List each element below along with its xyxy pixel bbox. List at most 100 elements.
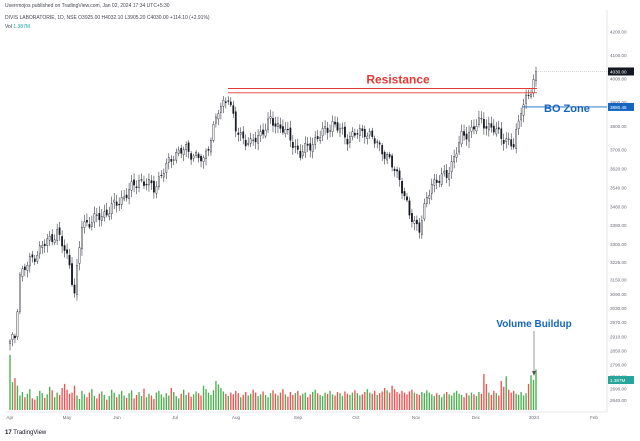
candle [309, 136, 312, 158]
volume-bar [512, 390, 515, 410]
volume-bar [418, 394, 421, 410]
candle [433, 173, 436, 193]
volume-bar [428, 392, 430, 410]
last-price-tag [608, 67, 634, 76]
volume-bar [423, 393, 426, 410]
candle-body [217, 113, 220, 120]
candle [296, 138, 299, 155]
candle [393, 166, 396, 177]
y-tick-label: 4100.00 [610, 53, 627, 58]
candle-body [344, 126, 346, 138]
candle-body [195, 152, 197, 156]
volume-bar [297, 390, 299, 410]
volume-tag [608, 376, 634, 384]
candle-body [386, 154, 389, 161]
candle [81, 220, 83, 256]
candle-body [51, 234, 54, 242]
candle-body [118, 204, 121, 206]
candle-body [190, 153, 193, 160]
volume-bar [71, 392, 73, 410]
volume-bar [103, 394, 105, 410]
candle [224, 97, 227, 109]
candle [153, 175, 155, 199]
candle-body [130, 181, 133, 191]
volume-bar [455, 390, 458, 410]
volume-bar [376, 394, 378, 410]
candle [398, 167, 401, 187]
candle-body [167, 157, 170, 163]
candle [138, 174, 140, 193]
candle-body [448, 173, 451, 180]
volume-bar [205, 389, 207, 410]
candle [311, 137, 314, 159]
volume-bar [465, 393, 468, 410]
volume-bar [180, 393, 182, 410]
volume-bar [249, 393, 252, 410]
candle-body [349, 136, 351, 143]
candle-body [473, 126, 475, 130]
candle [58, 221, 61, 241]
candle [66, 243, 68, 260]
candle [306, 137, 309, 153]
candle [485, 119, 488, 136]
volume-bar [284, 394, 287, 410]
candle [383, 150, 386, 165]
x-tick-label: Nov [412, 415, 421, 420]
candle [351, 127, 354, 141]
volume-bar [207, 392, 210, 410]
candle [185, 141, 188, 157]
volume-bar [9, 354, 11, 410]
volume-bar [197, 393, 200, 410]
candle [329, 124, 331, 138]
candle-body [363, 129, 366, 138]
candle-body [500, 128, 503, 139]
volume-bar [517, 394, 520, 410]
candle-body [234, 111, 237, 132]
candle-body [68, 254, 71, 266]
volume-bar [450, 395, 453, 410]
candle [157, 171, 160, 190]
candle-body [192, 155, 195, 159]
candle-body [172, 159, 175, 161]
candle [356, 129, 359, 140]
candle [304, 136, 307, 158]
volume-bar [81, 390, 83, 410]
candle [358, 124, 361, 142]
volume-value: 1.387M [13, 24, 31, 30]
candle-body [505, 138, 508, 142]
candle [505, 132, 508, 149]
volume-bar [304, 392, 306, 410]
volume-bar [460, 394, 463, 410]
candle-body [433, 179, 436, 186]
candle [388, 151, 391, 160]
volume-bar [441, 397, 443, 410]
candle [130, 175, 133, 198]
volume-bar [264, 394, 267, 410]
volume-bar [361, 394, 364, 410]
volume-bar [153, 398, 155, 410]
volume-bar [225, 393, 227, 410]
volume-bar [125, 397, 128, 410]
candle [520, 107, 522, 127]
candle [287, 122, 289, 135]
instrument-title: DIVIS LABORATORIE, 1D, NSE [5, 15, 77, 21]
candle-body [376, 141, 379, 143]
volume-bar [302, 393, 304, 410]
volume-bar [182, 389, 185, 410]
volume-bars [9, 354, 537, 410]
volume-bar [29, 389, 31, 410]
y-tick-label: 3620.00 [610, 166, 627, 171]
candle-body [133, 179, 135, 186]
volume-bar [485, 383, 488, 410]
candle [192, 153, 195, 162]
volume-bar [413, 392, 416, 410]
volume-bar [416, 393, 418, 410]
candle-body [393, 168, 396, 171]
volume-buildup-arrowhead [532, 371, 536, 376]
candle-body [535, 71, 537, 81]
volume-bar [39, 390, 41, 410]
candle-body [28, 256, 31, 267]
candle-body [162, 173, 165, 178]
y-tick-label: 2690.00 [610, 386, 627, 391]
